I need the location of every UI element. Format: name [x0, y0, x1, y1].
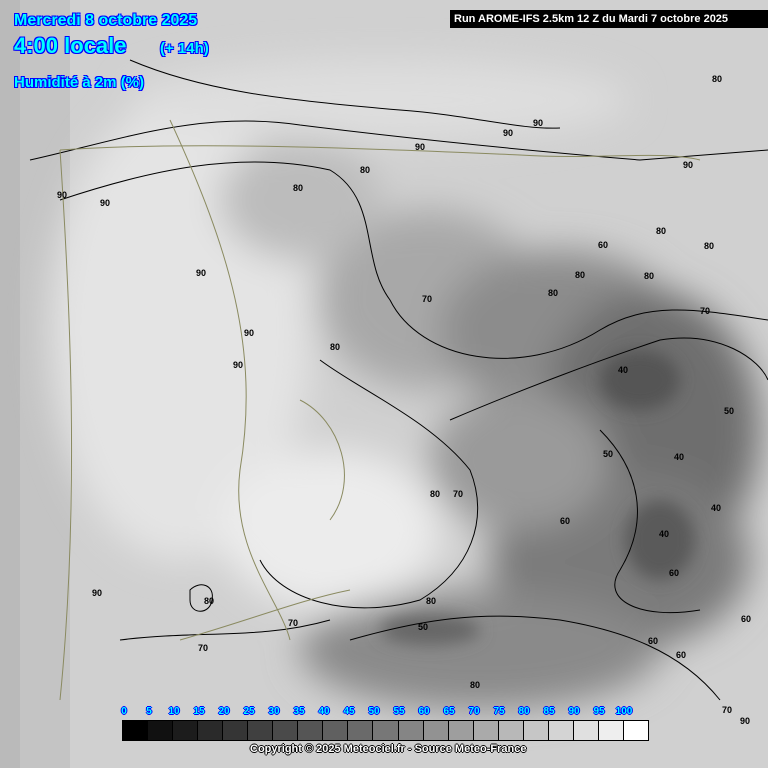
legend-swatch	[323, 721, 349, 740]
contour-label: 60	[676, 650, 687, 660]
legend-label: 100	[615, 706, 633, 717]
legend-label: 25	[243, 706, 255, 717]
legend-swatch	[123, 721, 149, 740]
contour-label: 90	[503, 128, 514, 138]
contour-label: 80	[644, 271, 655, 281]
contour-label: 90	[92, 588, 103, 598]
contour-label: 50	[418, 622, 429, 632]
legend-swatch	[298, 721, 324, 740]
legend-swatch	[473, 721, 499, 740]
legend-swatch	[398, 721, 424, 740]
contour-label: 60	[741, 614, 752, 624]
contour-label: 80	[656, 226, 667, 236]
contour-label: 90	[57, 190, 68, 200]
contour-label: 80	[430, 489, 441, 499]
legend-swatch	[573, 721, 599, 740]
contour-label: 90	[740, 716, 751, 726]
contour-label: 70	[422, 294, 433, 304]
contour-label: 80	[704, 241, 715, 251]
legend-swatch	[498, 721, 524, 740]
legend-swatch	[173, 721, 199, 740]
legend-swatch	[523, 721, 549, 740]
contour-label: 70	[722, 705, 733, 715]
legend-swatch	[248, 721, 274, 740]
contour-label: 80	[712, 74, 723, 84]
legend-label: 80	[518, 706, 530, 717]
contour-label: 50	[724, 406, 735, 416]
legend-swatch	[148, 721, 174, 740]
contour-label: 90	[244, 328, 255, 338]
legend-label: 15	[193, 706, 205, 717]
contour-label: 60	[560, 516, 571, 526]
contour-label: 90	[415, 142, 426, 152]
legend-swatch	[273, 721, 299, 740]
legend-swatch	[548, 721, 574, 740]
forecast-time: 4:00 locale	[14, 33, 127, 58]
contour-label: 70	[453, 489, 464, 499]
legend-label: 40	[318, 706, 330, 717]
color-legend: 0 5 10 15 20 25 30 35 40 45 50 55 60 65 70 75 80 85 90 95 10…	[121, 706, 662, 741]
contour-label: 70	[198, 643, 209, 653]
legend-label: 75	[493, 706, 505, 717]
legend-swatch	[198, 721, 224, 740]
legend-swatch	[373, 721, 399, 740]
contour-label: 80	[575, 270, 586, 280]
legend-label: 5	[146, 706, 152, 717]
legend-label: 30	[268, 706, 280, 717]
legend-labels: 0 5 10 15 20 25 30 35 40 45 50 55 60 65 70 75 80 85 90 95 10…	[121, 706, 662, 718]
contour-label: 90	[233, 360, 244, 370]
contour-label: 90	[533, 118, 544, 128]
legend-label: 0	[121, 706, 127, 717]
legend-label: 35	[293, 706, 305, 717]
legend-swatch	[623, 721, 648, 740]
contour-label: 80	[293, 183, 304, 193]
legend-label: 90	[568, 706, 580, 717]
legend-swatch	[448, 721, 474, 740]
forecast-date: Mercredi 8 octobre 2025	[14, 12, 198, 29]
legend-label: 10	[168, 706, 180, 717]
contour-label: 40	[659, 529, 670, 539]
contour-label: 90	[196, 268, 207, 278]
contour-label: 90	[683, 160, 694, 170]
legend-swatch	[423, 721, 449, 740]
contour-label: 80	[548, 288, 559, 298]
legend-label: 85	[543, 706, 555, 717]
contour-label: 50	[603, 449, 614, 459]
legend-label: 65	[443, 706, 455, 717]
legend-label: 45	[343, 706, 355, 717]
contour-label: 80	[204, 596, 215, 606]
legend-label: 50	[368, 706, 380, 717]
legend-label: 55	[393, 706, 405, 717]
legend-label: 95	[593, 706, 605, 717]
legend-label: 60	[418, 706, 430, 717]
legend-label: 20	[218, 706, 230, 717]
parameter-title: Humidité à 2m (%)	[14, 74, 145, 91]
contour-label: 80	[426, 596, 437, 606]
run-info: Run AROME-IFS 2.5km 12 Z du Mardi 7 octo…	[450, 10, 768, 28]
copyright: Copyright © 2025 Meteociel.fr - Source M…	[250, 743, 527, 755]
contour-label: 60	[648, 636, 659, 646]
contour-label: 40	[674, 452, 685, 462]
legend-swatch	[348, 721, 374, 740]
legend-swatch	[223, 721, 249, 740]
contour-label: 80	[470, 680, 481, 690]
contour-label: 70	[288, 618, 299, 628]
contour-label: 80	[360, 165, 371, 175]
legend-swatch	[598, 721, 624, 740]
contour-label: 60	[598, 240, 609, 250]
legend-boxes	[122, 720, 649, 741]
forecast-lead: (+ 14h)	[160, 40, 209, 57]
contour-label: 40	[711, 503, 722, 513]
contour-label: 90	[100, 198, 111, 208]
contour-label: 60	[669, 568, 680, 578]
contour-label: 40	[618, 365, 629, 375]
contour-label: 70	[700, 306, 711, 316]
contour-label: 80	[330, 342, 341, 352]
legend-label: 70	[468, 706, 480, 717]
